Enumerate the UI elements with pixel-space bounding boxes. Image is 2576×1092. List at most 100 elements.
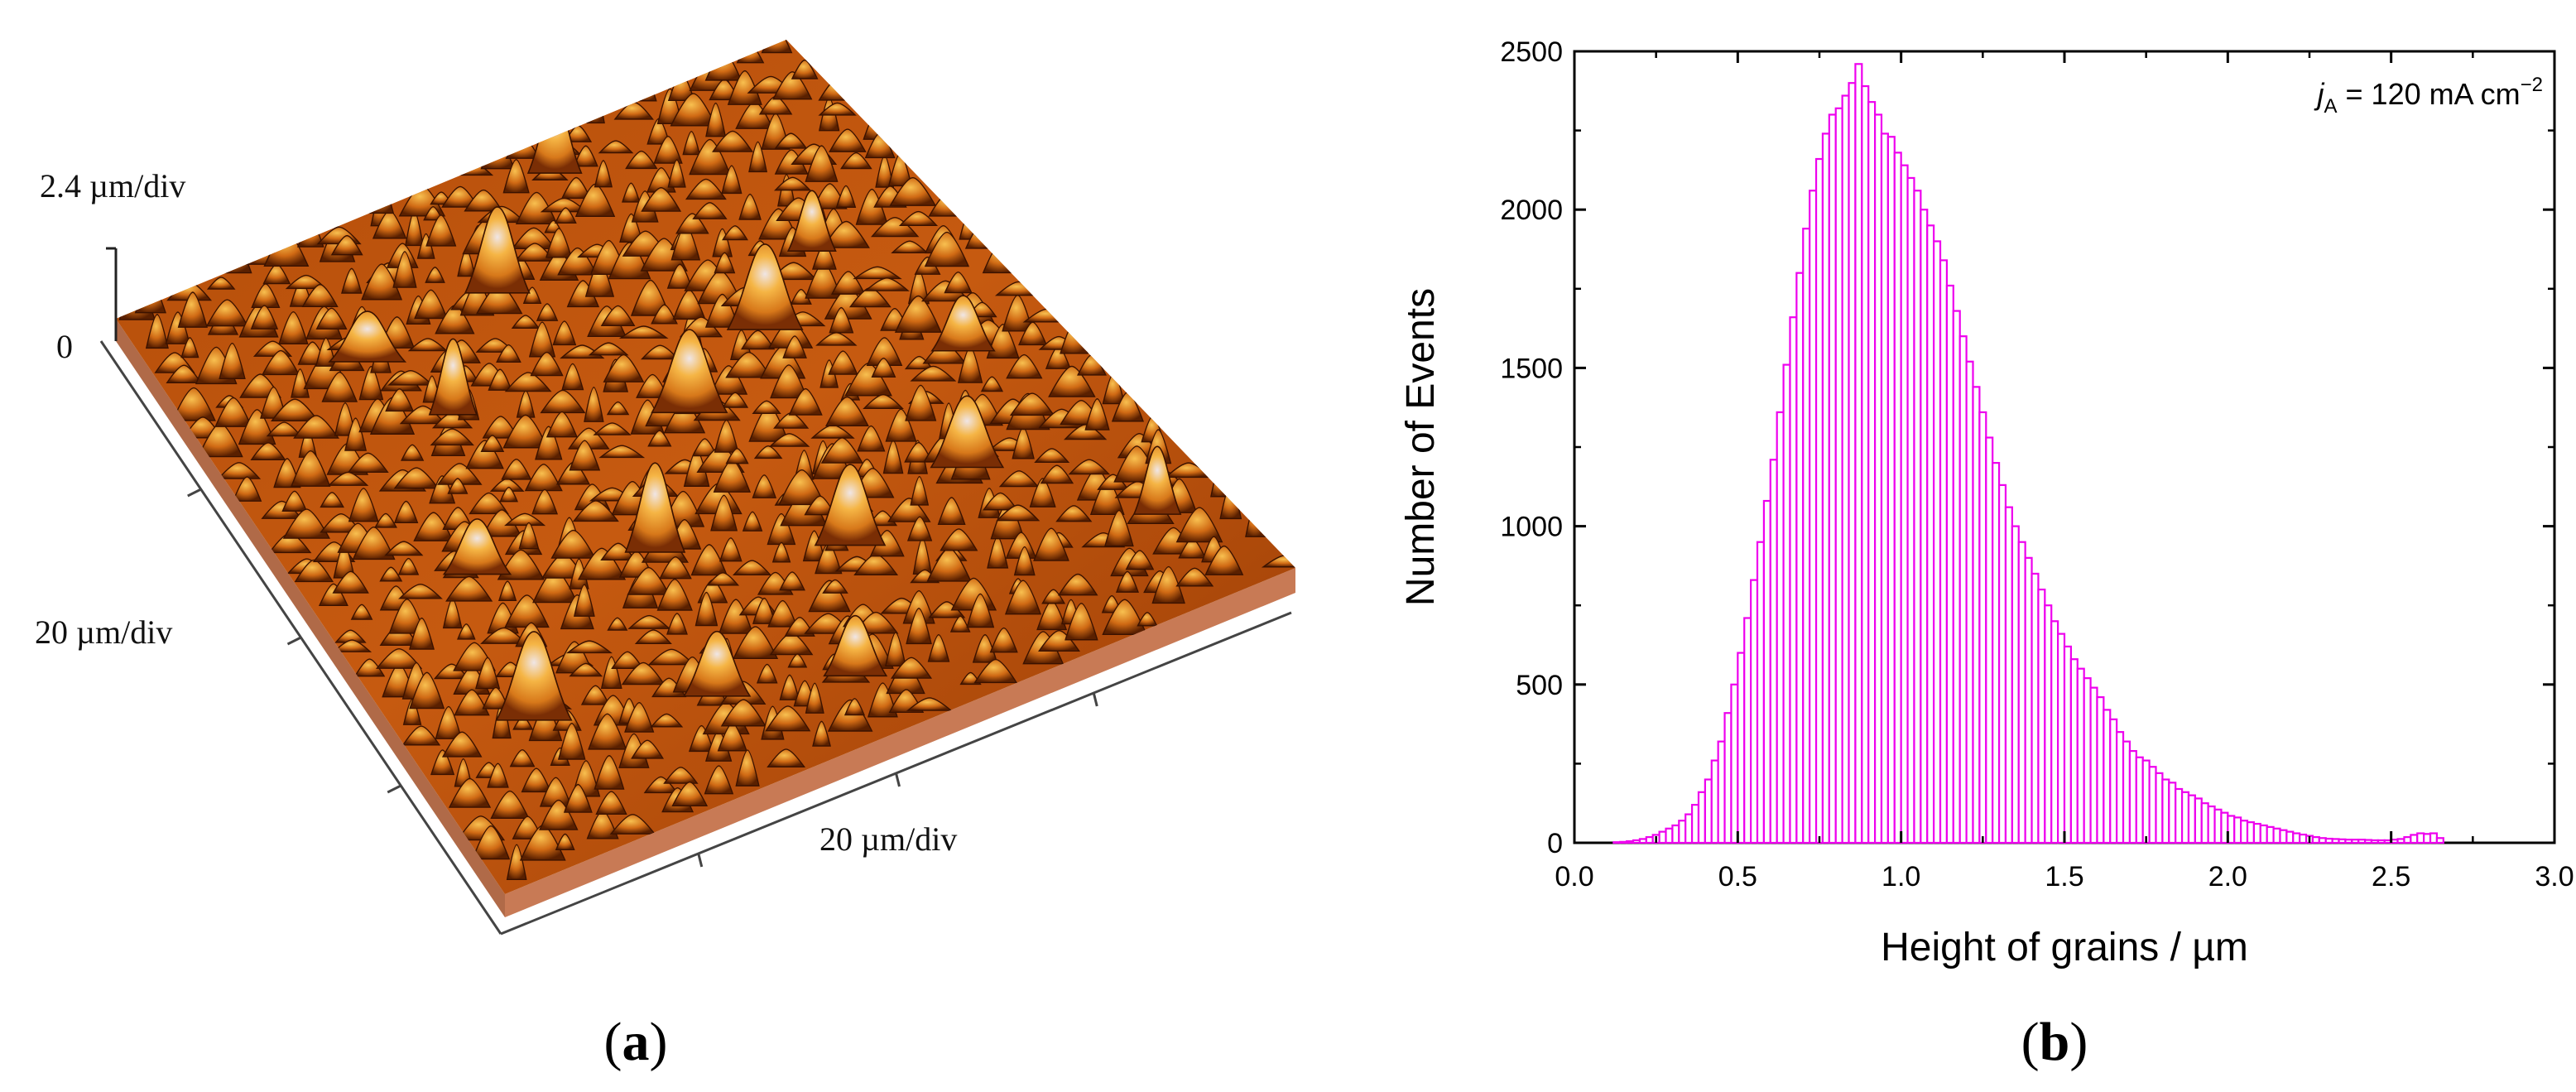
histogram-bar xyxy=(1690,804,1700,844)
afm-grain xyxy=(631,739,664,759)
histogram-bar xyxy=(2044,604,2053,844)
histogram-bar xyxy=(2266,825,2275,844)
afm-grain xyxy=(891,657,933,679)
afm-grain xyxy=(857,425,886,452)
afm-grain xyxy=(1104,509,1134,547)
afm-grain xyxy=(435,705,463,739)
histogram-bar xyxy=(2180,791,2190,844)
afm-grain xyxy=(588,342,629,356)
histogram-bar xyxy=(2331,838,2340,844)
afm-grain xyxy=(465,440,504,469)
afm-grain xyxy=(332,570,369,594)
histogram-bar xyxy=(1678,820,1687,844)
afm-grain xyxy=(180,337,199,358)
afm-grain xyxy=(685,178,727,200)
afm-grain xyxy=(206,277,236,290)
histogram-bar xyxy=(1952,310,1961,844)
afm-grain xyxy=(712,228,733,257)
afm-peak xyxy=(1132,445,1182,515)
afm-grain xyxy=(501,458,532,480)
histogram-bar xyxy=(2076,667,2085,844)
afm-grain xyxy=(944,271,973,294)
afm-grain xyxy=(738,193,762,220)
histogram-bar xyxy=(2279,829,2288,844)
histogram-bar xyxy=(1737,652,1746,844)
afm-grain xyxy=(659,556,692,580)
afm-z-scale-label: 2.4 µm/div xyxy=(40,167,185,204)
afm-grain xyxy=(870,216,920,238)
histogram-bar xyxy=(1697,791,1706,844)
afm-grain xyxy=(637,79,657,102)
afm-grain xyxy=(779,674,800,700)
panel-a-label: (a) xyxy=(604,1012,668,1072)
afm-grain xyxy=(853,266,902,280)
afm-grain xyxy=(352,527,396,560)
histogram-bar xyxy=(2004,506,2013,844)
afm-grain xyxy=(756,663,778,684)
histogram-bar xyxy=(1841,94,1850,844)
afm-grain xyxy=(1033,527,1069,561)
afm-grain xyxy=(735,749,760,787)
afm-grain xyxy=(1175,507,1223,543)
afm-x-tick xyxy=(1092,692,1098,707)
histogram-bar xyxy=(1893,152,1902,844)
afm-grain xyxy=(398,583,443,599)
afm-grain xyxy=(600,305,636,326)
histogram-bar xyxy=(1814,157,1824,844)
afm-grain xyxy=(866,337,903,366)
afm-grain xyxy=(906,516,933,541)
histogram-bar xyxy=(1762,499,1771,844)
afm-grain xyxy=(561,363,584,391)
afm-grain xyxy=(348,488,379,522)
afm-grain xyxy=(720,699,767,727)
afm-grain xyxy=(261,500,303,519)
afm-grain xyxy=(906,697,953,711)
afm-grain xyxy=(822,579,848,594)
afm-grain xyxy=(518,522,540,550)
afm-grain xyxy=(773,176,812,191)
afm-grain xyxy=(214,397,252,427)
afm-grain xyxy=(972,634,998,663)
afm-grain xyxy=(825,396,869,426)
y-tick-label: 1000 xyxy=(1500,512,1563,543)
afm-grain xyxy=(718,599,754,634)
histogram-bar xyxy=(2103,709,2112,844)
afm-grain xyxy=(1040,464,1074,484)
afm-grain xyxy=(165,311,190,344)
histogram-bar xyxy=(2148,766,2157,844)
afm-grain xyxy=(560,176,592,200)
afm-grain xyxy=(487,762,509,788)
y-tick-label: 500 xyxy=(1516,670,1563,701)
histogram-bar xyxy=(2200,802,2209,844)
histogram-bar xyxy=(1809,190,1818,844)
afm-y-tick xyxy=(187,488,202,498)
histogram-bar xyxy=(2318,837,2327,844)
afm-grain xyxy=(618,325,669,339)
histogram-bar xyxy=(2410,834,2419,844)
afm-grain xyxy=(805,682,824,714)
afm-grain xyxy=(469,492,509,515)
afm-grain xyxy=(598,140,634,154)
histogram-bar xyxy=(1997,483,2007,844)
histogram-bar xyxy=(1769,459,1778,844)
histogram-bar xyxy=(2168,782,2177,844)
afm-grain xyxy=(682,131,701,156)
afm-grain xyxy=(1009,392,1055,416)
afm-grain xyxy=(928,601,966,618)
histogram-bar xyxy=(1867,101,1877,844)
afm-grain xyxy=(722,392,749,408)
afm-grain xyxy=(536,303,559,321)
afm-grain xyxy=(511,315,541,330)
afm-grain xyxy=(595,791,627,815)
histogram-bar xyxy=(1972,386,1981,844)
afm-grain xyxy=(889,177,937,206)
histogram-bar xyxy=(1717,740,1726,844)
histogram-bar xyxy=(2069,658,2079,844)
afm-grain xyxy=(528,321,556,358)
histogram-bar xyxy=(2363,839,2373,844)
afm-grain xyxy=(732,560,772,576)
histogram-bar xyxy=(2037,588,2046,844)
afm-grain xyxy=(430,749,455,776)
histogram-bar xyxy=(2194,797,2203,844)
afm-grain xyxy=(666,263,693,289)
